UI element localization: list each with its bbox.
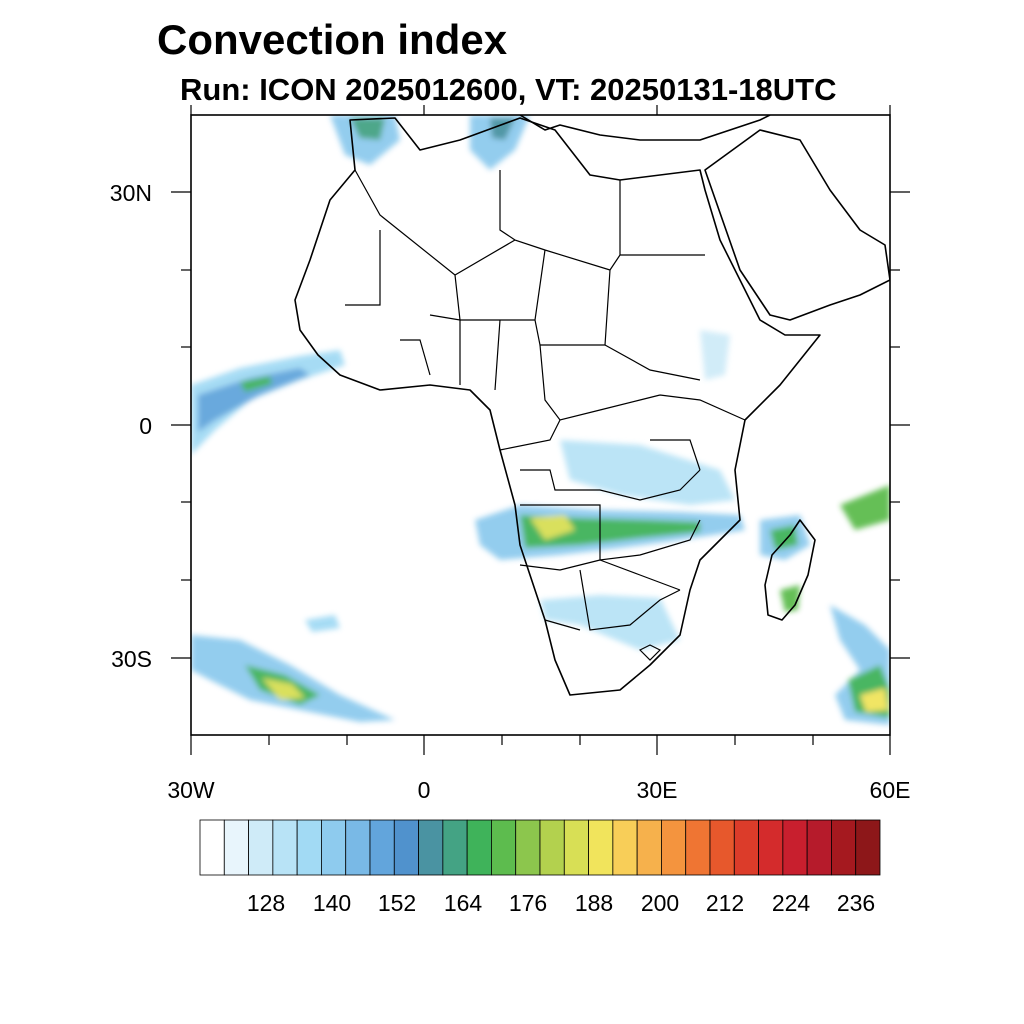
colorbar-label-128: 128	[246, 890, 286, 916]
colorbar-swatch	[248, 819, 274, 876]
colorbar-swatch	[806, 819, 832, 876]
colorbar-swatch	[393, 819, 419, 876]
arabia-coastline	[704, 129, 890, 321]
field-tunisia-core	[490, 118, 515, 140]
colorbar-swatch	[442, 819, 468, 876]
colorbar-label-188: 188	[574, 890, 614, 916]
field-tunisia	[470, 115, 530, 170]
chart-title: Convection index	[157, 16, 508, 63]
colorbar-swatch	[223, 819, 249, 876]
colorbar-label-140: 140	[312, 890, 352, 916]
lon-label-30e: 30E	[636, 777, 678, 803]
border-lines-central	[400, 319, 746, 501]
colorbar-swatch	[466, 819, 492, 876]
field-zambia-angola-core	[530, 515, 575, 540]
colorbar-label-152: 152	[377, 890, 417, 916]
colorbar-swatch	[296, 819, 322, 876]
field-indian-ocean-north	[840, 485, 890, 530]
colorbar-swatch	[612, 819, 638, 876]
colorbar-swatch	[709, 819, 735, 876]
chart-subtitle: Run: ICON 2025012600, VT: 20250131-18UTC	[180, 72, 837, 107]
colorbar-label-200: 200	[640, 890, 680, 916]
map-area	[191, 115, 890, 725]
lon-label-0: 0	[417, 777, 431, 803]
colorbar-swatch	[539, 819, 565, 876]
country-borders	[345, 169, 746, 661]
axis-ticks	[171, 105, 910, 755]
field-south-atlantic-front	[191, 635, 395, 722]
field-sw-indian-ocean-peak	[860, 688, 888, 712]
colorbar-swatch	[515, 819, 541, 876]
lat-label-0: 0	[139, 413, 152, 439]
field-atlantic-itcz-peak	[240, 376, 272, 392]
colorbar-swatch	[588, 819, 614, 876]
colorbar-swatch	[369, 819, 395, 876]
colorbar-swatch	[321, 819, 347, 876]
colorbar-swatch	[661, 819, 687, 876]
field-congo-east	[560, 440, 735, 505]
colorbar-swatch	[418, 819, 444, 876]
europe-coastline	[519, 115, 771, 141]
map-frame	[190, 114, 891, 736]
lat-label-30s: 30S	[111, 646, 152, 672]
field-ethiopia	[700, 330, 730, 380]
colorbar	[199, 819, 881, 876]
colorbar-swatch	[831, 819, 857, 876]
colorbar-swatch	[733, 819, 759, 876]
colorbar-swatch	[491, 819, 517, 876]
colorbar-label-212: 212	[705, 890, 745, 916]
lon-label-30w: 30W	[167, 777, 215, 803]
colorbar-swatch	[636, 819, 662, 876]
colorbar-label-164: 164	[443, 890, 483, 916]
colorbar-swatch	[199, 819, 225, 876]
colorbar-swatch	[272, 819, 298, 876]
colorbar-label-236: 236	[836, 890, 876, 916]
colorbar-swatch	[758, 819, 784, 876]
border-lines-north	[345, 169, 705, 346]
colorbar-swatch	[685, 819, 711, 876]
field-south-atlantic-small	[305, 615, 340, 632]
lon-label-60e: 60E	[869, 777, 911, 803]
field-mozambique-core	[770, 525, 798, 550]
colorbar-swatch	[782, 819, 808, 876]
colorbar-swatch	[345, 819, 371, 876]
lat-label-30n: 30N	[109, 180, 152, 206]
field-atlantic-itcz-core	[198, 368, 310, 432]
colorbar-label-176: 176	[508, 890, 548, 916]
border-lines-south	[519, 504, 701, 661]
convection-field	[191, 115, 890, 725]
field-morocco-core	[350, 118, 385, 140]
colorbar-swatch	[563, 819, 589, 876]
colorbar-swatch	[855, 819, 881, 876]
field-south-atlantic-core	[262, 678, 305, 700]
colorbar-label-224: 224	[771, 890, 811, 916]
field-south-africa	[540, 595, 680, 650]
madagascar-coastline	[764, 519, 816, 621]
